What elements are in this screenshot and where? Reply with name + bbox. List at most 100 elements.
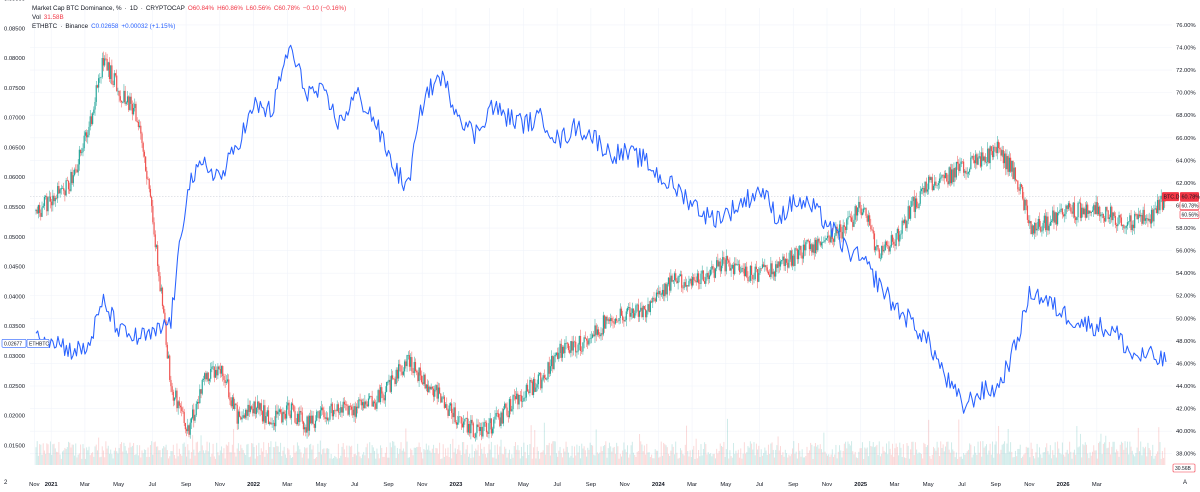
btc-candle-body: [1146, 218, 1148, 219]
btc-candle-body: [655, 292, 658, 302]
btc-candle-body: [976, 154, 978, 165]
volume-bar: [894, 448, 896, 465]
btc-candle-body: [1154, 208, 1156, 210]
btc-candle-body: [143, 151, 146, 157]
btc-candle-body: [491, 428, 494, 434]
volume-bar: [1134, 456, 1136, 465]
volume-bar: [942, 444, 944, 465]
volume-bar: [594, 455, 596, 465]
btc-candle-body: [611, 318, 613, 321]
btc-candle-body: [725, 256, 727, 272]
volume-bar: [308, 444, 310, 465]
btc-candle-body: [740, 271, 742, 273]
volume-bar: [412, 455, 414, 465]
btc-candle-body: [247, 404, 249, 416]
volume-bar: [899, 442, 901, 465]
volume-bar: [708, 454, 710, 465]
volume-bar: [1053, 454, 1055, 465]
btc-candle-body: [120, 100, 123, 103]
btc-candle-body: [75, 169, 77, 171]
volume-bar: [72, 444, 74, 465]
btc-candle-body: [105, 58, 107, 60]
volume-bar: [160, 457, 162, 465]
volume-bar: [655, 450, 657, 465]
btc-candle-body: [830, 229, 832, 243]
volume-bar: [361, 454, 363, 465]
btc-candle-body: [1140, 214, 1142, 217]
eth-legend-row[interactable]: ETHBTC · Binance C0.02658 +0.00032 (+1.1…: [32, 23, 176, 30]
volume-bar: [527, 444, 529, 465]
btc-candle-body: [902, 220, 904, 223]
btc-candle-body: [585, 338, 588, 341]
right-price-axis[interactable]: 76.00%74.00%72.00%70.00%68.00%66.00%64.0…: [1176, 23, 1196, 458]
volume-bar: [37, 455, 39, 465]
btc-candle-body: [788, 259, 790, 268]
volume-bar: [941, 447, 943, 465]
btc-candle-body: [349, 405, 352, 407]
volume-bar: [465, 449, 467, 465]
volume-bar: [271, 458, 273, 465]
auto-scale-button[interactable]: A: [1183, 480, 1188, 486]
btc-candle-body: [628, 307, 630, 308]
btc-candle-body: [675, 273, 677, 281]
btc-candle-body: [269, 422, 271, 425]
volume-bar: [260, 448, 262, 465]
btc-candle-body: [828, 235, 830, 237]
volume-bar: [1152, 444, 1154, 465]
timezone-corner[interactable]: 2: [4, 480, 8, 486]
volume-bar: [588, 449, 590, 465]
btc-candle-body: [1120, 217, 1123, 226]
btc-candle-body: [955, 161, 957, 178]
volume-bar: [683, 455, 685, 465]
volume-legend-row[interactable]: Vol 31.58B: [32, 13, 346, 22]
volume-bar: [225, 444, 227, 465]
btc-candle-body: [245, 409, 247, 418]
volume-bar: [294, 452, 296, 465]
volume-bar: [865, 448, 867, 465]
btc-candle-body: [313, 423, 315, 428]
volume-bar: [908, 458, 910, 465]
volume-bar: [1163, 457, 1165, 465]
volume-bar: [157, 446, 159, 465]
btc-candle-body: [446, 404, 448, 410]
volume-bar: [545, 454, 547, 465]
volume-bar: [1114, 452, 1116, 465]
btc-candle-body: [167, 355, 170, 359]
btc-candle-body: [128, 96, 130, 110]
left-axis-tick-label: 0.03500: [4, 324, 25, 330]
right-axis-tick-label: 76.00%: [1176, 23, 1196, 29]
volume-bar: [553, 441, 555, 465]
btc-candle-body: [137, 121, 139, 127]
volume-bar: [706, 454, 708, 465]
volume-bar: [514, 441, 516, 465]
btc-candle-body: [189, 422, 191, 435]
volume-bar: [647, 452, 649, 465]
btc-candle-body: [543, 375, 545, 378]
volume-bar: [934, 448, 936, 465]
volume-bar: [393, 441, 395, 465]
btc-candle-body: [1152, 209, 1154, 222]
btc-candle-body: [647, 304, 649, 311]
left-price-axis[interactable]: 0.090000.085000.080000.075000.070000.065…: [4, 0, 25, 449]
volume-bar: [48, 453, 50, 465]
btc-candle-body: [85, 132, 88, 138]
btc-candle-body: [99, 77, 101, 79]
btc-candle-body: [408, 355, 411, 367]
btc-candle-body: [1113, 212, 1115, 216]
btc-legend-row[interactable]: Market Cap BTC Dominance, % · 1D · CRYPT…: [32, 5, 347, 12]
volume-bar: [758, 445, 760, 465]
volume-bar: [355, 455, 357, 465]
volume-bar: [996, 453, 998, 465]
volume-bar: [559, 446, 561, 465]
volume-bar: [613, 446, 615, 465]
volume-bar: [952, 449, 954, 465]
volume-bar: [906, 442, 908, 465]
volume-bar: [301, 457, 303, 465]
btc-candle-body: [160, 287, 162, 292]
btc-candle-body: [604, 315, 606, 329]
time-axis[interactable]: Nov 2021 Mar May Jul Sep Nov 2022 Mar May Jul Sep No…: [29, 482, 1102, 488]
volume-bar: [829, 456, 831, 465]
volume-bar: [104, 457, 106, 465]
volume-bar: [164, 447, 166, 465]
